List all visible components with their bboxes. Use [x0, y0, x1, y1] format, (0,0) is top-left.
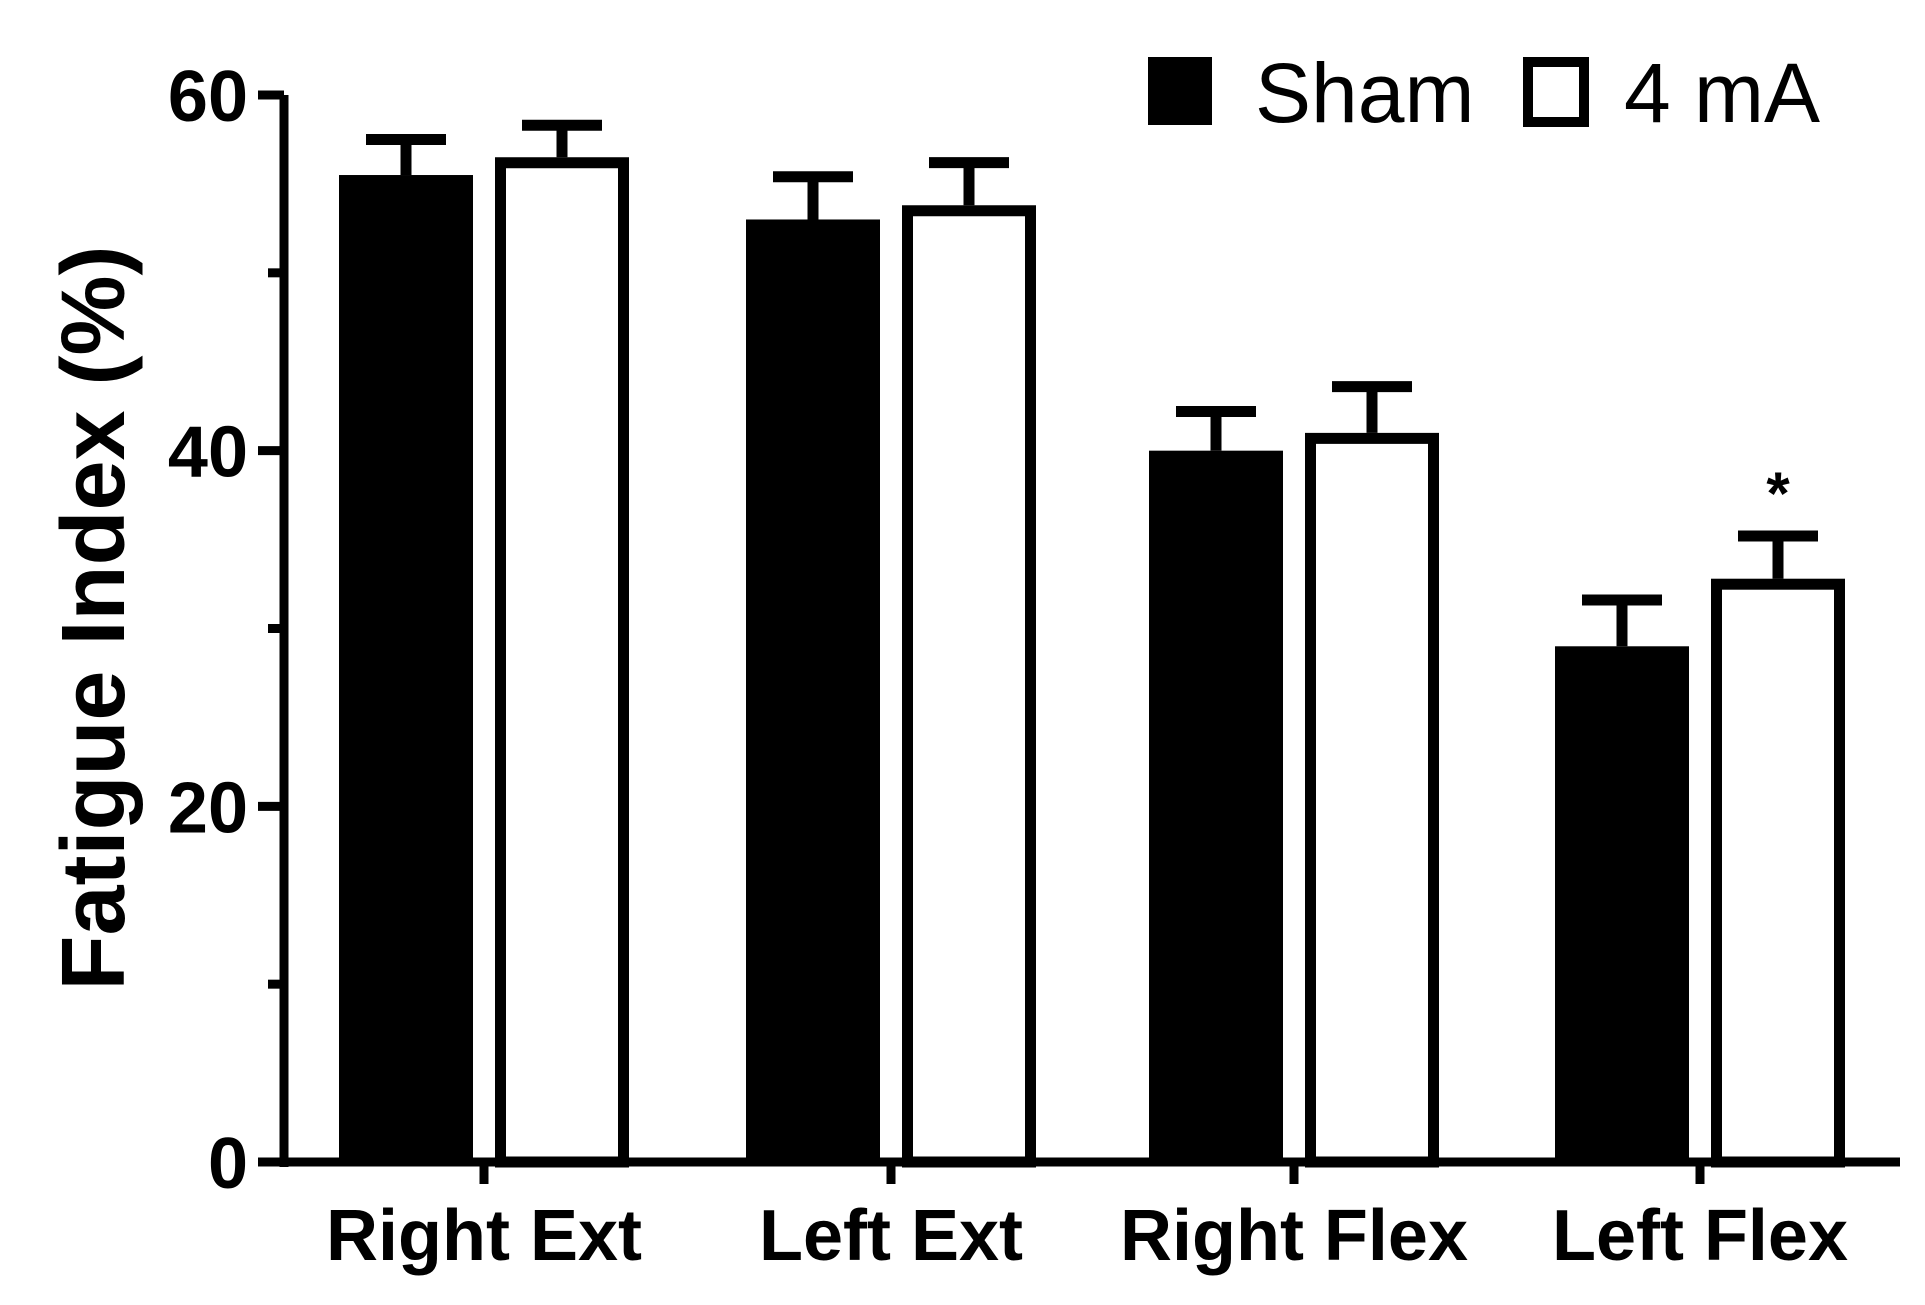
annotation-layer: *: [1766, 460, 1790, 527]
bar-sham-right-ext: [339, 175, 473, 1162]
bar-sham-right-flex: [1149, 450, 1283, 1163]
legend: Sham 4 mA: [1148, 46, 1820, 140]
y-tick-label-0: 0: [208, 1124, 248, 1204]
legend-label-4ma: 4 mA: [1624, 46, 1820, 140]
bar-4-ma-right-flex: [1305, 432, 1439, 1168]
significance-marker: *: [1766, 460, 1790, 527]
y-tick-label-20: 20: [168, 768, 248, 848]
x-tick-label-right-ext: Right Ext: [326, 1196, 642, 1276]
x-tick-label-left-flex: Left Flex: [1552, 1196, 1848, 1276]
y-tick-label-60: 60: [168, 57, 248, 137]
bar-sham-left-ext: [746, 219, 880, 1162]
bar-4-ma-left-ext: [902, 205, 1036, 1168]
axes-layer: [258, 90, 1900, 1184]
bars-layer: [339, 157, 1845, 1168]
x-tick-label-right-flex: Right Flex: [1120, 1196, 1468, 1276]
legend-swatch-sham: [1148, 57, 1212, 125]
x-tick-label-left-ext: Left Ext: [759, 1196, 1023, 1276]
tick-labels-layer: 0 20 40 60 Right Ext Left Ext Right Flex Left F…: [168, 57, 1848, 1276]
legend-label-sham: Sham: [1255, 46, 1474, 140]
y-axis-label: Fatigue Index (%): [44, 245, 144, 990]
legend-swatch-4ma: [1523, 57, 1589, 127]
error-bars-layer: [366, 119, 1818, 647]
bar-4-ma-right-ext: [495, 157, 629, 1168]
y-tick-label-40: 40: [168, 413, 248, 493]
bar-4-ma-left-flex: [1711, 578, 1845, 1168]
bar-sham-left-flex: [1555, 646, 1689, 1162]
